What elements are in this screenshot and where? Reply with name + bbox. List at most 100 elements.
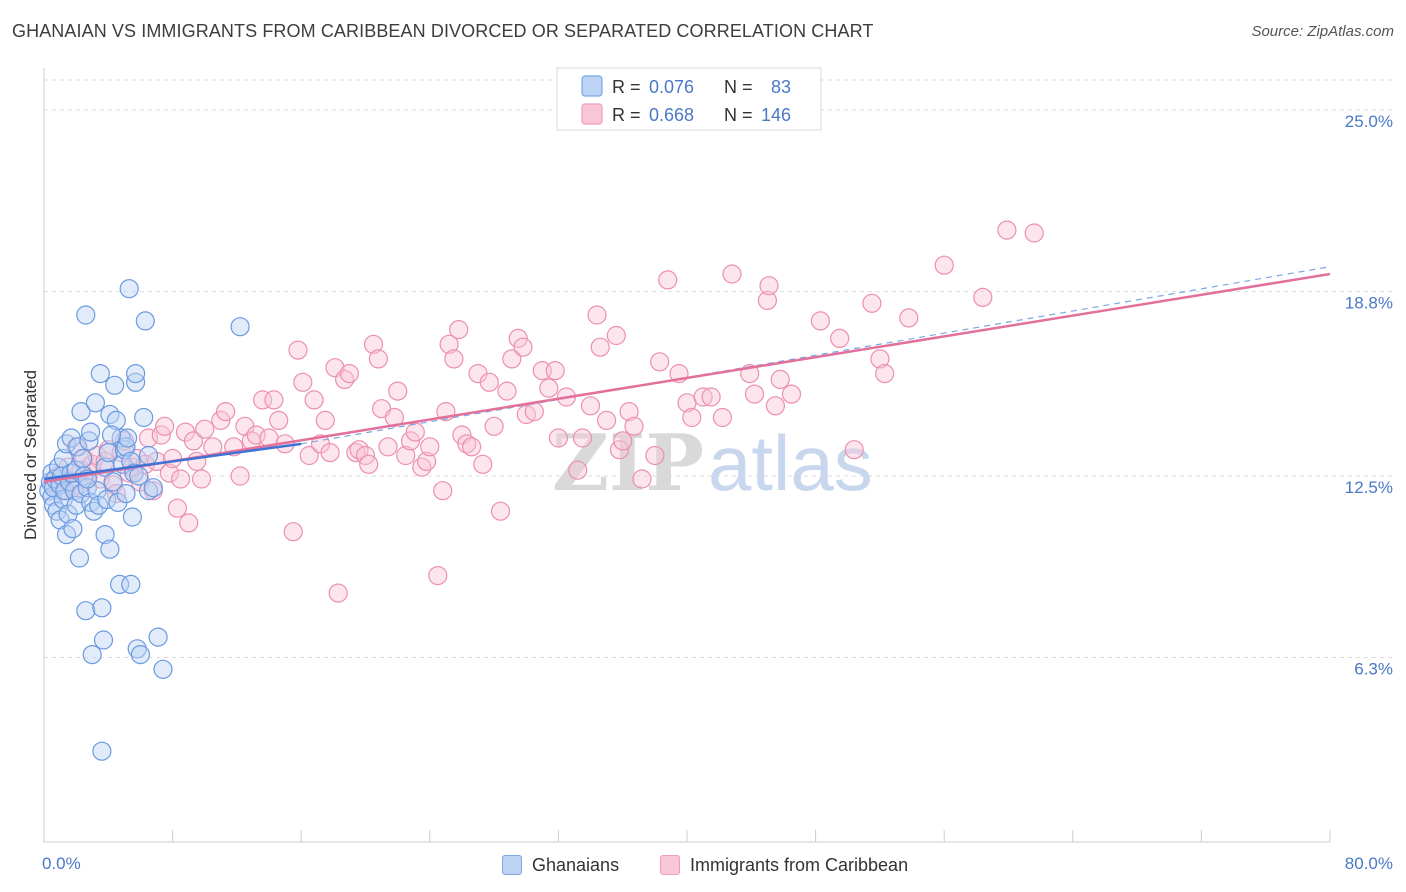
caribbean-point-115 xyxy=(624,416,644,436)
caribbean-point-123 xyxy=(693,387,713,407)
caribbean-point-58 xyxy=(315,410,335,430)
y-tick-label-2: 18.8% xyxy=(1345,294,1393,313)
axes xyxy=(43,68,1331,843)
caribbean-point-28 xyxy=(155,416,175,436)
ghanaians-point-53 xyxy=(105,375,125,395)
caribbean-point-132 xyxy=(770,369,790,389)
caribbean-point-50 xyxy=(269,410,289,430)
caribbean-point-135 xyxy=(830,328,850,348)
ghanaians-point-60 xyxy=(116,484,136,504)
caribbean-trend-line xyxy=(43,272,1331,484)
caribbean-point-134 xyxy=(810,311,831,331)
ghanaians-point-36 xyxy=(80,422,101,442)
gridlines xyxy=(44,79,1394,659)
caribbean-point-37 xyxy=(191,469,212,489)
caribbean-point-129 xyxy=(757,290,778,310)
source-label: Source: ZipAtlas.com xyxy=(1251,23,1394,40)
x-tick-label-max: 80.0% xyxy=(1345,854,1393,873)
caribbean-point-78 xyxy=(417,451,437,471)
legend-r-value-2: 0.668 xyxy=(649,105,694,125)
caribbean-point-144 xyxy=(1024,223,1044,243)
caribbean-point-74 xyxy=(396,445,416,466)
ghanaians-point-12 xyxy=(53,448,73,469)
ghanaians-point-43 xyxy=(92,598,112,618)
ghanaians-point-31 xyxy=(76,601,96,621)
caribbean-point-32 xyxy=(171,469,191,489)
caribbean-point-109 xyxy=(590,337,610,357)
caribbean-point-63 xyxy=(339,364,359,384)
ghanaians-trend-extension xyxy=(301,266,1331,445)
caribbean-point-73 xyxy=(388,381,408,401)
y-tick-label-1: 12.5% xyxy=(1345,478,1393,497)
legend-item-ghanaians: Ghanaians xyxy=(502,852,619,878)
watermark-atlas: atlas xyxy=(708,419,873,507)
legend-n-label-2: N = xyxy=(724,105,753,125)
y-tick-label-3: 25.0% xyxy=(1345,112,1393,131)
caribbean-point-141 xyxy=(934,255,954,275)
ghanaians-point-50 xyxy=(100,539,120,559)
ghanaians-point-62 xyxy=(117,428,138,448)
caribbean-point-29 xyxy=(159,463,179,483)
ghanaians-point-72 xyxy=(130,644,150,665)
caribbean-point-114 xyxy=(619,402,639,422)
caribbean-point-41 xyxy=(216,402,236,422)
caribbean-point-91 xyxy=(479,372,499,392)
ghanaians-point-78 xyxy=(148,627,168,647)
caribbean-point-105 xyxy=(568,460,588,480)
legend-label-ghanaians: Ghanaians xyxy=(532,854,620,875)
caribbean-point-133 xyxy=(781,384,802,404)
legend-n-label-1: N = xyxy=(724,77,753,97)
caribbean-point-80 xyxy=(428,565,448,586)
ghanaians-point-39 xyxy=(85,393,106,413)
ghanaians-point-65 xyxy=(121,574,141,595)
legend-n-value-1: 83 xyxy=(771,77,791,97)
ghanaians-point-44 xyxy=(92,741,112,761)
caribbean-point-131 xyxy=(765,396,786,416)
ghanaians-point-28 xyxy=(71,402,91,422)
caribbean-point-118 xyxy=(650,352,670,372)
caribbean-point-136 xyxy=(844,440,864,460)
trend-lines xyxy=(43,266,1331,484)
caribbean-point-85 xyxy=(449,320,469,340)
chart-title: GHANAIAN VS IMMIGRANTS FROM CARIBBEAN DI… xyxy=(12,21,874,41)
caribbean-point-79 xyxy=(420,437,440,457)
caribbean-point-103 xyxy=(548,428,569,448)
caribbean-point-83 xyxy=(439,334,459,354)
ghanaians-point-74 xyxy=(135,311,155,331)
caribbean-point-49 xyxy=(264,390,284,410)
caribbean-point-31 xyxy=(167,498,187,518)
ghanaians-point-63 xyxy=(119,279,139,299)
caribbean-point-140 xyxy=(899,308,919,328)
y-tick-label-0: 6.3% xyxy=(1354,660,1393,679)
caribbean-point-97 xyxy=(513,337,533,357)
caribbean-point-43 xyxy=(230,466,250,486)
y-tick-labels: 6.3% 12.5% 18.8% 25.0% xyxy=(1345,112,1393,678)
caribbean-point-122 xyxy=(682,407,702,428)
ghanaians-point-21 xyxy=(63,519,83,539)
caribbean-point-67 xyxy=(359,454,379,474)
ghanaians-point-54 xyxy=(106,410,126,430)
ghanaians-point-76 xyxy=(138,445,159,466)
caribbean-point-92 xyxy=(484,416,504,436)
caribbean-point-71 xyxy=(378,437,398,457)
caribbean-point-59 xyxy=(320,443,340,463)
caribbean-point-138 xyxy=(870,349,890,369)
legend-swatch-caribbean xyxy=(581,103,603,125)
legend-n-value-2: 146 xyxy=(761,105,791,125)
caribbean-point-124 xyxy=(701,387,721,407)
legend-r-value-1: 0.076 xyxy=(649,77,694,97)
caribbean-point-30 xyxy=(163,448,183,469)
watermark: ZIP atlas xyxy=(552,418,873,509)
caribbean-point-99 xyxy=(524,402,544,422)
caribbean-point-68 xyxy=(363,334,384,354)
caribbean-point-110 xyxy=(596,410,617,430)
series-caribbean-points xyxy=(42,220,1044,603)
caribbean-point-143 xyxy=(997,220,1017,240)
caribbean-point-40 xyxy=(211,410,231,430)
caribbean-point-101 xyxy=(539,378,559,398)
caribbean-point-61 xyxy=(328,583,348,603)
ghanaians-point-81 xyxy=(101,425,122,445)
caribbean-point-116 xyxy=(632,469,652,489)
series-ghanaians-points xyxy=(39,279,250,761)
caribbean-point-76 xyxy=(405,422,425,442)
